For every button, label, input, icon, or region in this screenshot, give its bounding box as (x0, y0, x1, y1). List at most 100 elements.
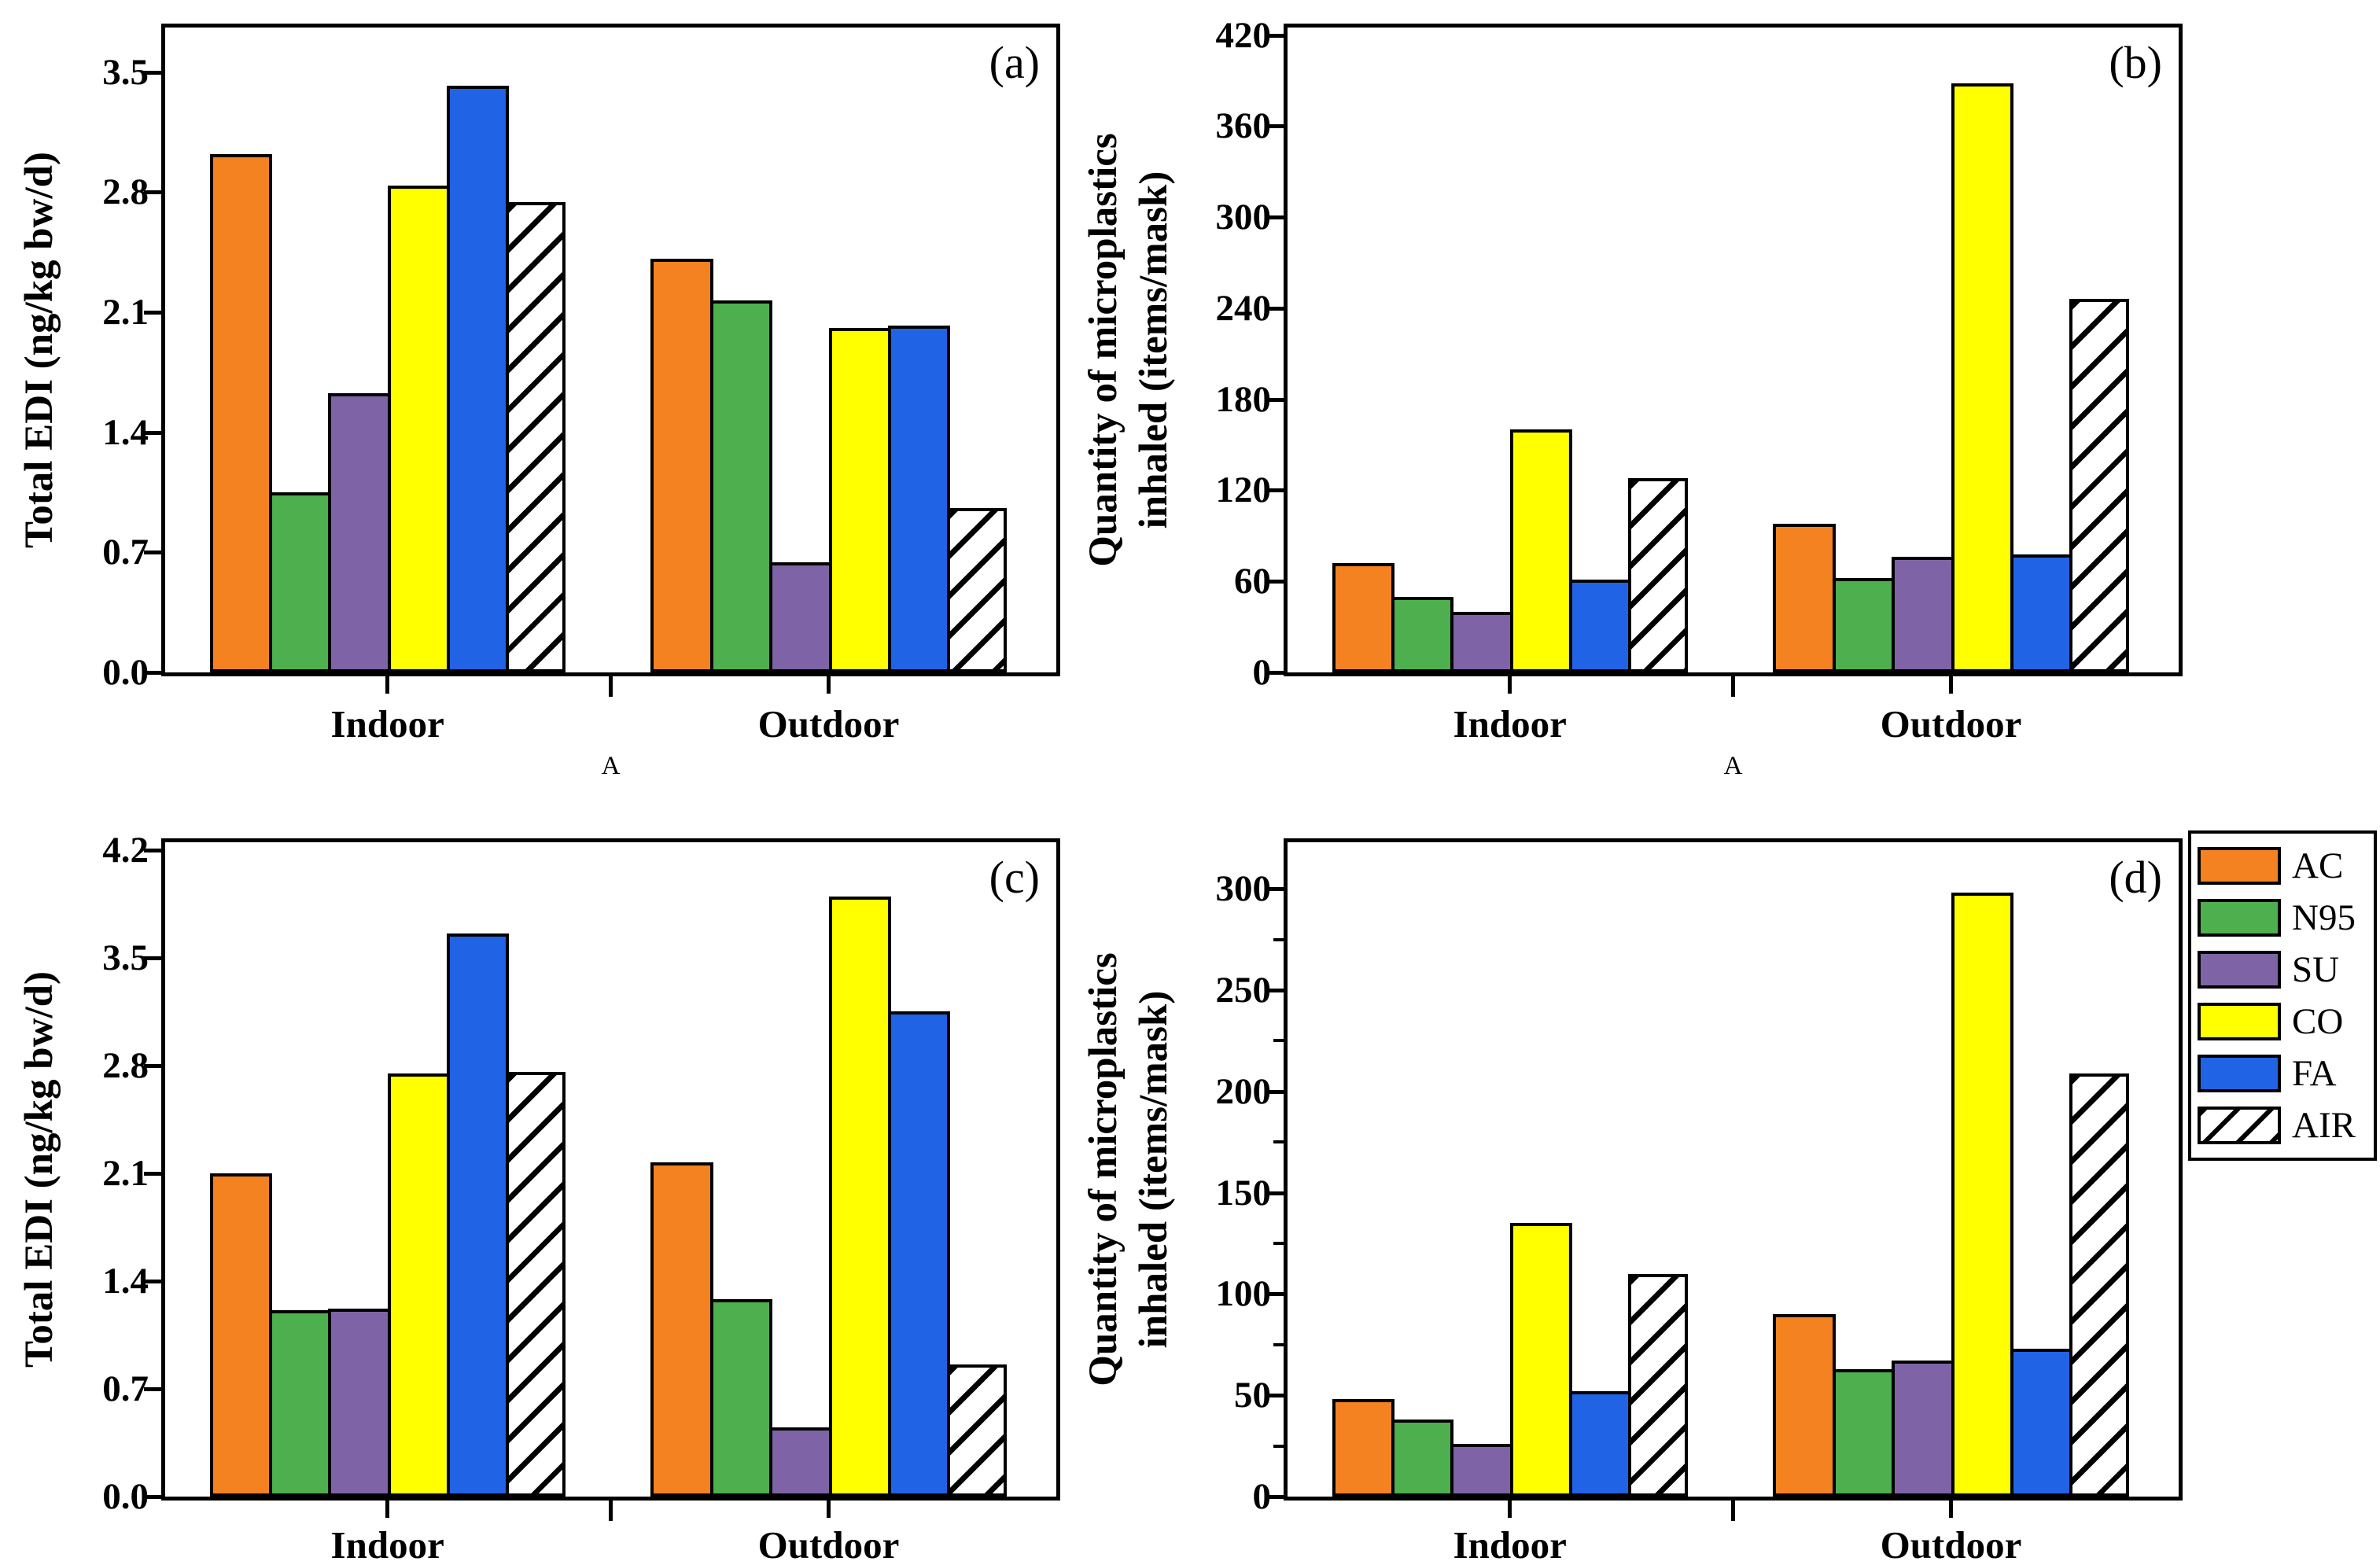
y-tick (144, 430, 161, 435)
y-tick (144, 1386, 161, 1391)
y-minor-tick (1273, 1342, 1284, 1346)
panel-letter-d: (d) (2109, 852, 2162, 903)
bar-c-outdoor-CO (828, 897, 891, 1497)
y-tick (1266, 887, 1284, 892)
y-tick-label: 300 (1215, 197, 1272, 238)
bar-a-outdoor-AIR (947, 508, 1007, 672)
legend-label-AC: AC (2292, 845, 2344, 886)
y-tick-label: 2.1 (102, 1152, 149, 1194)
legend-swatch-AIR (2198, 1107, 2281, 1144)
category-label: Outdoor (757, 1523, 900, 1565)
bar-b-indoor-AIR (1628, 478, 1688, 672)
y-tick (1266, 989, 1284, 993)
y-tick (1266, 1292, 1284, 1297)
bar-c-indoor-AIR (506, 1072, 566, 1497)
bar-a-outdoor-FA (887, 326, 951, 672)
plot-area-b (1284, 24, 2183, 676)
y-minor-tick (1273, 937, 1284, 941)
category-label: Outdoor (1880, 1523, 2022, 1565)
x-tick-midpoint (609, 1501, 613, 1521)
y-tick-label: 250 (1215, 970, 1272, 1011)
bar-b-outdoor-FA (2010, 554, 2073, 672)
category-label: Indoor (1453, 1523, 1567, 1565)
y-tick (144, 70, 161, 75)
x-tick (1508, 676, 1512, 694)
legend: AC N95 SU CO FA AIR (2188, 830, 2377, 1161)
bar-d-outdoor-AC (1773, 1314, 1836, 1497)
y-tick-label: 420 (1215, 14, 1272, 56)
x-tick (1508, 1501, 1512, 1518)
y-tick-label: 0.7 (102, 1368, 149, 1409)
y-tick (144, 848, 161, 852)
y-axis-label-line: Total EDI (ng/kg bw/d) (17, 151, 61, 549)
bar-c-indoor-SU (328, 1309, 391, 1497)
bar-c-indoor-CO (387, 1073, 451, 1497)
bar-d-outdoor-SU (1892, 1361, 1954, 1497)
x-tick (1949, 1501, 1954, 1518)
y-tick (1266, 488, 1284, 493)
bar-c-outdoor-FA (887, 1011, 951, 1497)
x-tick (827, 676, 831, 694)
y-tick (144, 311, 161, 315)
bar-b-indoor-AC (1332, 563, 1394, 672)
legend-item-N95: N95 (2198, 892, 2374, 944)
y-tick-label: 0.7 (102, 532, 149, 573)
y-minor-tick (1273, 1039, 1284, 1043)
bar-c-outdoor-N95 (709, 1299, 773, 1497)
y-tick (1266, 33, 1284, 38)
legend-item-AC: AC (2198, 840, 2374, 892)
bar-d-indoor-AC (1332, 1399, 1394, 1497)
bar-b-outdoor-CO (1951, 83, 2013, 672)
y-axis-label-line: Quantity of microplastics (1081, 952, 1126, 1386)
y-tick-label: 3.5 (102, 51, 149, 93)
legend-label-CO: CO (2292, 1001, 2344, 1042)
bar-c-indoor-FA (447, 933, 510, 1497)
bar-b-indoor-FA (1569, 580, 1632, 672)
y-tick-label: 100 (1215, 1273, 1272, 1315)
bar-d-outdoor-AIR (2069, 1073, 2129, 1497)
x-tick (827, 1501, 831, 1518)
bar-b-indoor-N95 (1391, 597, 1454, 672)
y-tick (1266, 306, 1284, 311)
y-tick-label: 2.8 (102, 1044, 149, 1086)
bar-d-outdoor-FA (2010, 1349, 2073, 1497)
bar-b-indoor-SU (1450, 612, 1513, 672)
y-tick-label: 1.4 (102, 411, 149, 453)
y-tick (1266, 397, 1284, 402)
y-minor-tick (1273, 1444, 1284, 1448)
bar-a-indoor-FA (447, 86, 510, 672)
legend-label-SU: SU (2292, 949, 2340, 990)
bar-d-indoor-N95 (1391, 1420, 1454, 1497)
y-tick-label: 150 (1215, 1172, 1272, 1213)
plot-area-a (161, 24, 1060, 676)
bar-a-indoor-AIR (506, 202, 566, 672)
bar-b-outdoor-AC (1773, 524, 1836, 672)
x-tick (385, 1501, 390, 1518)
y-axis-label-line: Quantity of microplastics (1081, 133, 1126, 567)
bar-b-outdoor-N95 (1832, 578, 1896, 672)
bar-a-outdoor-AC (650, 259, 713, 672)
x-tick (385, 676, 390, 694)
y-tick-label: 1.4 (102, 1260, 149, 1302)
y-tick (1266, 1089, 1284, 1094)
legend-swatch-CO (2198, 1003, 2281, 1040)
y-tick-label: 3.5 (102, 937, 149, 978)
bar-b-outdoor-SU (1892, 557, 1954, 672)
bar-d-indoor-FA (1569, 1391, 1632, 1497)
y-axis-label-a: Total EDI (ng/kg bw/d) (14, 24, 64, 676)
panel-letter-c: (c) (989, 852, 1040, 903)
y-tick-label: 240 (1215, 287, 1272, 329)
bar-a-indoor-N95 (268, 492, 332, 672)
bar-a-indoor-AC (209, 154, 272, 672)
y-tick-label: 2.1 (102, 292, 149, 333)
y-tick-label: 50 (1234, 1375, 1271, 1416)
y-tick (1266, 1394, 1284, 1398)
x-axis-title-a: A (601, 752, 621, 780)
y-minor-tick (1273, 1140, 1284, 1144)
y-tick (144, 1063, 161, 1068)
bar-d-outdoor-N95 (1832, 1369, 1896, 1497)
y-tick (144, 1279, 161, 1283)
bar-d-indoor-CO (1509, 1223, 1573, 1497)
bar-c-outdoor-AC (650, 1162, 713, 1497)
